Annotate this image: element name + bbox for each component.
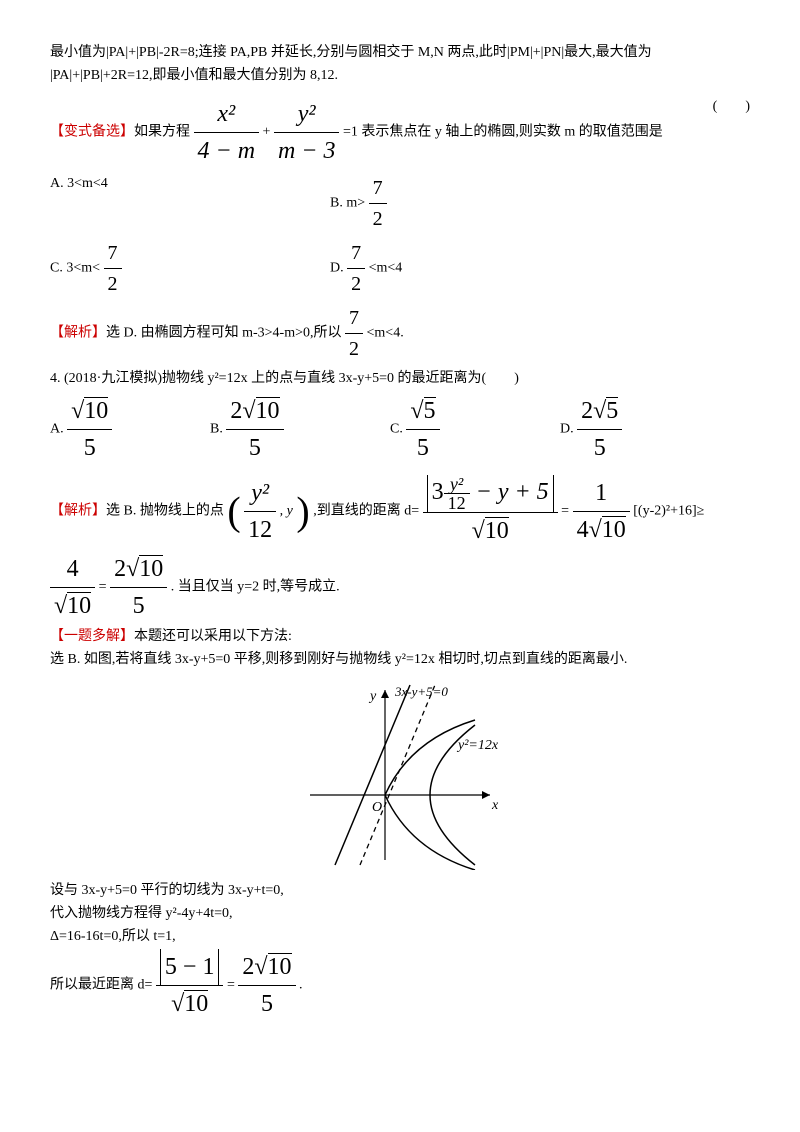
multi-line1: 【一题多解】本题还可以采用以下方法:: [50, 626, 750, 647]
variant-stem: 【变式备选】如果方程 x² 4 − m + y² m − 3 =1 表示焦点在 …: [50, 96, 750, 169]
variant-choices-row1: A. 3<m<4 B. m> 7 2: [50, 173, 750, 234]
final-l1: 设与 3x-y+5=0 平行的切线为 3x-y+t=0,: [50, 880, 750, 901]
sol2-tail: . 当且仅当 y=2 时,等号成立.: [171, 580, 340, 595]
choice-b: B. m> 7 2: [330, 173, 530, 234]
sol2-pre: 选 B. 抛物线上的点: [106, 504, 224, 519]
one-fourth-sqrt10: 1 4√10: [573, 475, 630, 548]
multi-tag: 【一题多解】: [50, 629, 134, 644]
variant-tag: 【变式备选】: [50, 125, 134, 140]
frac-7-2-b: 7 2: [369, 173, 387, 234]
plus: +: [263, 125, 271, 140]
point-frac: y² 12: [244, 475, 276, 548]
frac-7-2-c: 7 2: [104, 238, 122, 299]
q4-choice-b: B. 2√10 5: [210, 393, 390, 466]
four-over-sqrt10: 4 √10: [50, 551, 95, 624]
final-frac2: 2√10 5: [238, 949, 295, 1022]
sol1-pre: 选 D. 由椭圆方程可知 m-3>4-m>0,所以: [106, 326, 342, 341]
parab-label: y²=12x: [458, 735, 498, 756]
variant-post: =1 表示焦点在 y 轴上的椭圆,则实数 m 的取值范围是: [343, 125, 663, 140]
origin-label: O: [372, 797, 382, 818]
rparen-icon: ): [296, 489, 309, 534]
final-frac1: 5 − 1 √10: [156, 949, 224, 1022]
multi-line2: 选 B. 如图,若将直线 3x-y+5=0 平移,则移到刚好与抛物线 y²=12…: [50, 649, 750, 670]
frac-7-2-sol: 7 2: [345, 303, 363, 364]
frac-7-2-d: 7 2: [347, 238, 365, 299]
frac-x2: x² 4 − m: [194, 96, 260, 169]
dist-frac: 3y²12 − y + 5 √10: [423, 474, 558, 549]
solution-2-line1: 【解析】选 B. 抛物线上的点 ( y² 12 , y ) ,到直线的距离 d=…: [50, 474, 750, 549]
parabola-diagram: 3x-y+5=0 y²=12x O x y: [290, 680, 510, 870]
two-sqrt10-over-5: 2√10 5: [110, 551, 167, 624]
solution-1: 【解析】选 D. 由椭圆方程可知 m-3>4-m>0,所以 7 2 <m<4.: [50, 303, 750, 364]
sol1-tag: 【解析】: [50, 326, 106, 341]
context-line-2: |PA|+|PB|+2R=12,即最小值和最大值分别为 8,12.: [50, 65, 750, 86]
frac-y2: y² m − 3: [274, 96, 340, 169]
variant-pre: 如果方程: [134, 125, 190, 140]
sol2-tag: 【解析】: [50, 504, 106, 519]
bracket-expr: [(y-2)²+16]≥: [633, 504, 704, 519]
y-axis-label: y: [370, 686, 376, 707]
q4-choice-a: A. √10 5: [50, 393, 210, 466]
variant-choices-row2: C. 3<m< 7 2 D. 7 2 <m<4: [50, 238, 750, 299]
choice-a: A. 3<m<4: [50, 173, 330, 234]
variant-blank: ( ): [713, 96, 750, 117]
choice-d: D. 7 2 <m<4: [330, 238, 530, 299]
line-label: 3x-y+5=0: [395, 682, 448, 702]
q4-choice-c: C. √5 5: [390, 393, 560, 466]
solution-2-line2: 4 √10 = 2√10 5 . 当且仅当 y=2 时,等号成立.: [50, 551, 750, 624]
q4-choices: A. √10 5 B. 2√10 5 C. √5 5 D. 2√5 5: [50, 393, 750, 466]
sol1-post: <m<4.: [367, 326, 404, 341]
final-l3: Δ=16-16t=0,所以 t=1,: [50, 926, 750, 947]
final-l2: 代入抛物线方程得 y²-4y+4t=0,: [50, 903, 750, 924]
lparen-icon: (: [227, 489, 240, 534]
choice-c: C. 3<m< 7 2: [50, 238, 330, 299]
context-line-1: 最小值为|PA|+|PB|-2R=8;连接 PA,PB 并延长,分别与圆相交于 …: [50, 42, 750, 63]
q4-stem: 4. (2018·九江模拟)抛物线 y²=12x 上的点与直线 3x-y+5=0…: [50, 368, 750, 389]
q4-choice-d: D. 2√5 5: [560, 393, 622, 466]
final-l4: 所以最近距离 d= 5 − 1 √10 = 2√10 5 .: [50, 949, 750, 1022]
x-axis-label: x: [492, 795, 498, 816]
sol2-mid: ,到直线的距离 d=: [313, 504, 419, 519]
